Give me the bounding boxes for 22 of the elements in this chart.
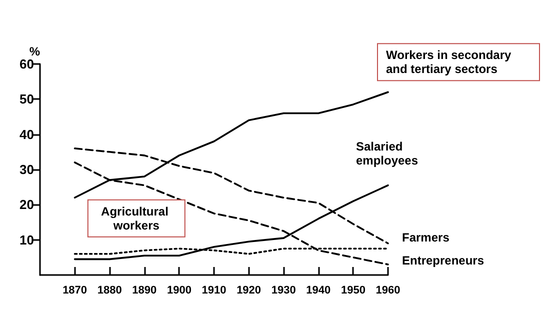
x-tick-label: 1880 [97, 284, 122, 296]
x-tick-label: 1900 [166, 284, 192, 296]
x-tick-label: 1870 [62, 284, 88, 296]
x-tick-label: 1960 [376, 284, 400, 296]
y-tick-label: 60 [20, 56, 34, 72]
x-tick-label: 1920 [236, 284, 262, 296]
y-tick-label: 40 [20, 126, 34, 142]
series-label: Farmers [402, 230, 450, 244]
series-label: Entrepreneurs [402, 254, 484, 268]
x-tick-label: 1950 [340, 284, 366, 296]
x-tick-label: 1930 [271, 284, 296, 296]
y-tick-label: 20 [20, 197, 34, 212]
x-tick-label: 1940 [306, 284, 331, 296]
y-tick-label: 30 [20, 162, 34, 177]
y-axis-title: % [29, 44, 40, 59]
x-tick-label: 1890 [132, 284, 157, 296]
text: Salaried employees [356, 139, 418, 168]
y-tick-label: 50 [20, 92, 34, 107]
series-label: Workers in secondary and tertiary sectors [386, 48, 514, 76]
x-tick-label: 1910 [202, 284, 226, 296]
y-tick-label: 10 [20, 232, 34, 248]
series-label: Agricultural workers [101, 204, 172, 232]
